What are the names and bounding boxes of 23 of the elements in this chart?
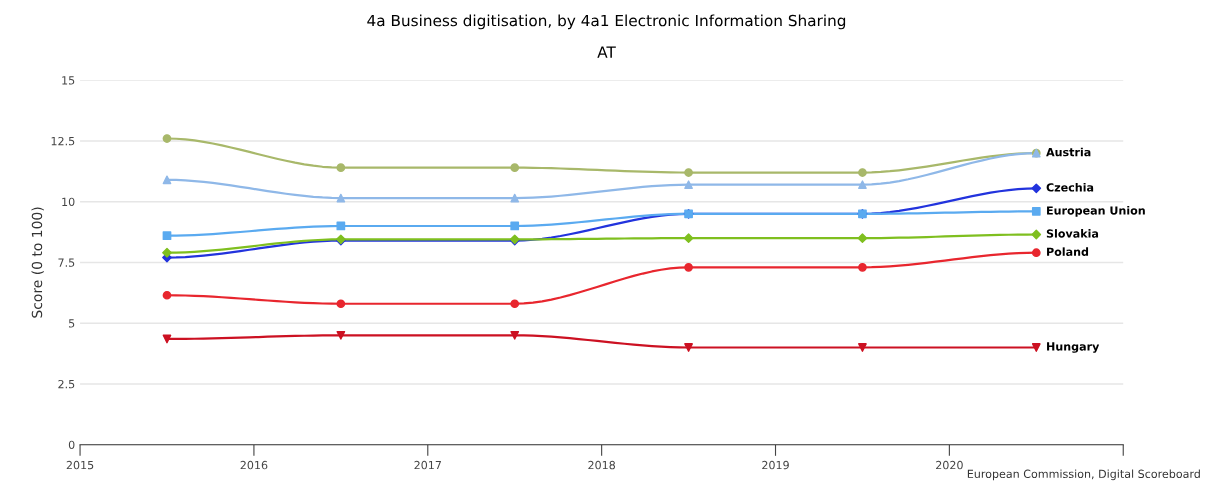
y-tick-label: 0 — [68, 440, 75, 450]
y-tick-label: 5 — [68, 319, 75, 328]
x-tick-label: 2019 — [762, 460, 789, 470]
y-tick-label: 10 — [62, 197, 75, 207]
y-tick-label: 7.5 — [58, 258, 75, 267]
y-tick-label: 12.5 — [51, 136, 75, 146]
x-tick-label: 2015 — [66, 460, 94, 470]
y-axis-title: Score (0 to 100) — [31, 207, 44, 318]
x-tick-label: 2018 — [588, 460, 616, 470]
series-label: Austria — [1046, 147, 1091, 157]
chart-subtitle: AT — [597, 46, 616, 58]
x-tick-label: 2017 — [414, 460, 441, 470]
x-tick-label: 2016 — [240, 460, 268, 470]
series-label: Poland — [1047, 247, 1089, 256]
chart-title: 4a Business digitisation, by 4a1 Electronic Information Sharing — [367, 14, 846, 30]
x-tick-label: 2020 — [936, 460, 963, 470]
y-tick-label: 15 — [62, 76, 75, 85]
series-label: Czechia — [1046, 182, 1094, 192]
series-label: European Union — [1047, 206, 1145, 217]
y-tick-label: 2.5 — [58, 379, 75, 389]
series-label: Hungary — [1047, 342, 1100, 353]
text: European Commission, Digital Scoreboard — [967, 469, 1200, 481]
series-label: Slovakia — [1046, 229, 1099, 238]
